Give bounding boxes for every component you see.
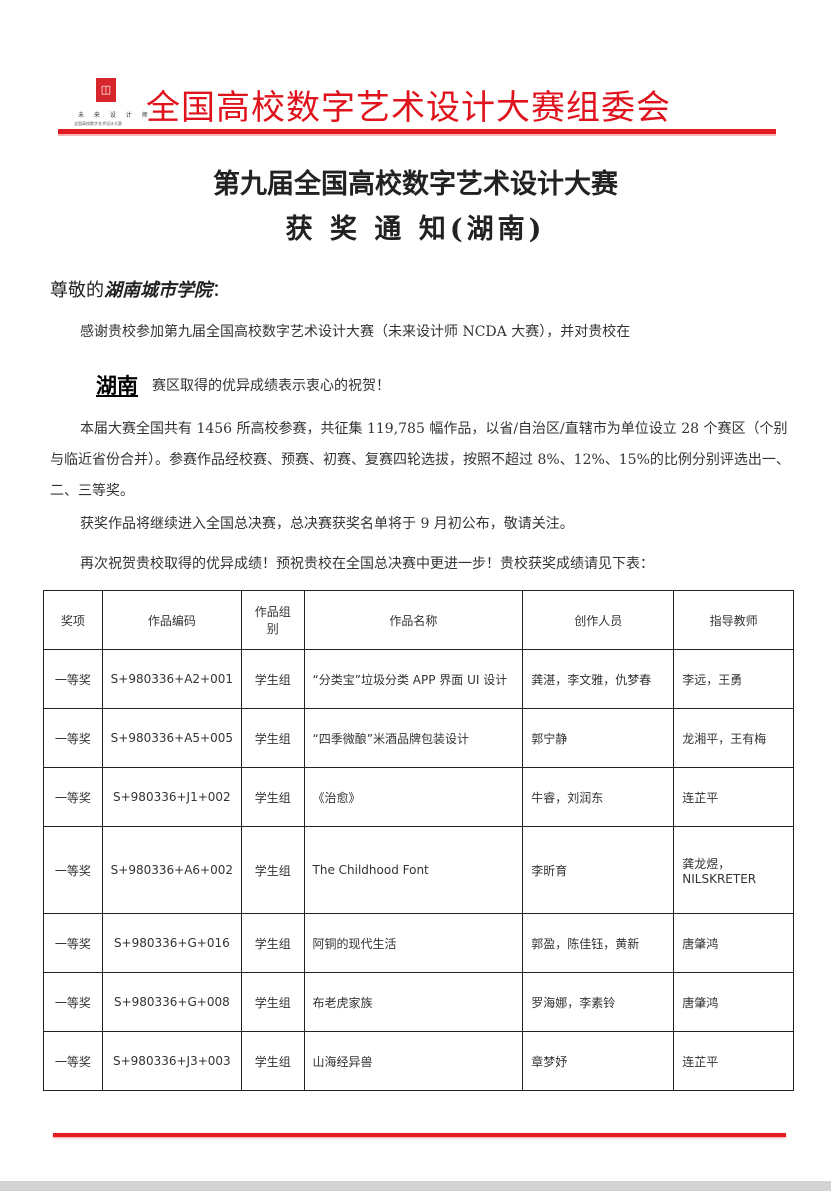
table-cell: 学生组 [241, 708, 305, 768]
table-cell: The Childhood Font [303, 826, 524, 914]
greeting-suffix: ： [212, 280, 230, 301]
table-row: 一等奖 S+980336+J1+002 学生组 《治愈》 牛睿，刘润东 连芷平 [43, 767, 794, 827]
column-header: 创作人员 [522, 590, 675, 650]
table-cell: 学生组 [241, 767, 305, 827]
table-cell: 章梦妤 [522, 1031, 675, 1091]
table-cell: 连芷平 [673, 1031, 794, 1091]
table-cell: S+980336+A2+001 [101, 649, 243, 709]
table-cell: 郭盈，陈佳钰，黄新 [522, 913, 675, 973]
table-cell: S+980336+G+008 [101, 972, 243, 1032]
table-row: 一等奖 S+980336+G+016 学生组 阿铜的现代生活 郭盈，陈佳钰，黄新 唐肇鸿 [43, 913, 794, 973]
column-header: 作品编码 [101, 590, 243, 650]
table-cell: 唐肇鸿 [673, 972, 794, 1032]
paragraph-stats: 本届大赛全国共有 1456 所高校参赛，共征集 119,785 幅作品，以省/自… [50, 421, 790, 499]
table-row: 一等奖 S+980336+G+008 学生组 布老虎家族 罗海娜，李素铃 唐肇鸿 [43, 972, 794, 1032]
table-cell: 郭宁静 [522, 708, 675, 768]
column-header: 作品组别 [241, 590, 305, 650]
table-cell: 一等奖 [43, 826, 103, 914]
paragraph-finals: 获奖作品将继续进入全国总决赛，总决赛获奖名单将于 9 月初公布，敬请关注。 [80, 516, 574, 532]
table-cell: 阿铜的现代生活 [303, 913, 524, 973]
column-header: 作品名称 [303, 590, 524, 650]
table-cell: 一等奖 [43, 972, 103, 1032]
document-subtitle: 获 奖 通 知(湖南) [285, 214, 546, 245]
table-cell: 龚湛，李文雅，仇梦春 [522, 649, 675, 709]
header-divider [58, 129, 776, 134]
table-cell: S+980336+A6+002 [101, 826, 243, 914]
table-cell: 一等奖 [43, 913, 103, 973]
school-name: 湖南城市学院 [104, 280, 212, 301]
table-row: 一等奖 S+980336+A5+005 学生组 “四季微酿”米酒品牌包装设计 郭宁静 龙湘… [43, 708, 794, 768]
table-cell: 学生组 [241, 826, 305, 914]
organization-name: 全国高校数字艺术设计大赛组委会 [146, 88, 671, 128]
table-cell: 学生组 [241, 1031, 305, 1091]
table-cell: 罗海娜，李素铃 [522, 972, 675, 1032]
table-cell: 龙湘平，王有梅 [673, 708, 794, 768]
greeting-prefix: 尊敬的 [50, 280, 104, 301]
paragraph-closing: 再次祝贺贵校取得的优异成绩！预祝贵校在全国总决赛中更进一步！贵校获奖成绩请见下表… [80, 556, 654, 572]
table-cell: 山海经异兽 [303, 1031, 524, 1091]
table-cell: 布老虎家族 [303, 972, 524, 1032]
table-cell: 一等奖 [43, 1031, 103, 1091]
paragraph-congrats: 赛区取得的优异成绩表示衷心的祝贺！ [152, 378, 390, 394]
table-cell: 一等奖 [43, 767, 103, 827]
table-cell: 《治愈》 [303, 767, 524, 827]
table-cell: 李昕育 [522, 826, 675, 914]
table-cell: 龚龙煜，NILSKRETER [673, 826, 794, 914]
table-cell: 一等奖 [43, 649, 103, 709]
table-cell: S+980336+A5+005 [101, 708, 243, 768]
table-cell: S+980336+J1+002 [101, 767, 243, 827]
table-cell: 唐肇鸿 [673, 913, 794, 973]
table-cell: S+980336+J3+003 [101, 1031, 243, 1091]
table-cell: 学生组 [241, 649, 305, 709]
awards-table: 奖项 作品编码 作品组别 作品名称 创作人员 指导教师 一等奖 S+980336+A2+00… [43, 590, 794, 1091]
table-cell: “分类宝”垃圾分类 APP 界面 UI 设计 [303, 649, 524, 709]
table-cell: 牛睿，刘润东 [522, 767, 675, 827]
table-row: 一等奖 S+980336+J3+003 学生组 山海经异兽 章梦妤 连芷平 [43, 1031, 794, 1091]
table-cell: 连芷平 [673, 767, 794, 827]
table-row: 一等奖 S+980336+A6+002 学生组 The Childhood Font 李… [43, 826, 794, 914]
region-name: 湖南 [96, 374, 138, 398]
column-header: 指导教师 [673, 590, 794, 650]
table-cell: 学生组 [241, 972, 305, 1032]
logo-text: 未 来 设 计 师 [78, 112, 152, 119]
logo-mark: ◫ [96, 78, 116, 102]
table-cell: 李远，王勇 [673, 649, 794, 709]
table-header-row: 奖项 作品编码 作品组别 作品名称 创作人员 指导教师 [43, 590, 794, 650]
table-cell: S+980336+G+016 [101, 913, 243, 973]
greeting: 尊敬的湖南城市学院： [50, 276, 230, 302]
table-cell: “四季微酿”米酒品牌包装设计 [303, 708, 524, 768]
column-header: 奖项 [43, 590, 103, 650]
logo-subtext: 全国高校数字艺术设计大赛 [74, 121, 122, 126]
page-bottom-edge [0, 1181, 831, 1191]
paragraph-thanks: 感谢贵校参加第九届全国高校数字艺术设计大赛（未来设计师 NCDA 大赛），并对贵… [80, 324, 631, 340]
table-row: 一等奖 S+980336+A2+001 学生组 “分类宝”垃圾分类 APP 界面 UI… [43, 649, 794, 709]
table-cell: 学生组 [241, 913, 305, 973]
table-cell: 一等奖 [43, 708, 103, 768]
document-title: 第九届全国高校数字艺术设计大赛 [213, 169, 618, 200]
footer-divider [53, 1133, 786, 1137]
